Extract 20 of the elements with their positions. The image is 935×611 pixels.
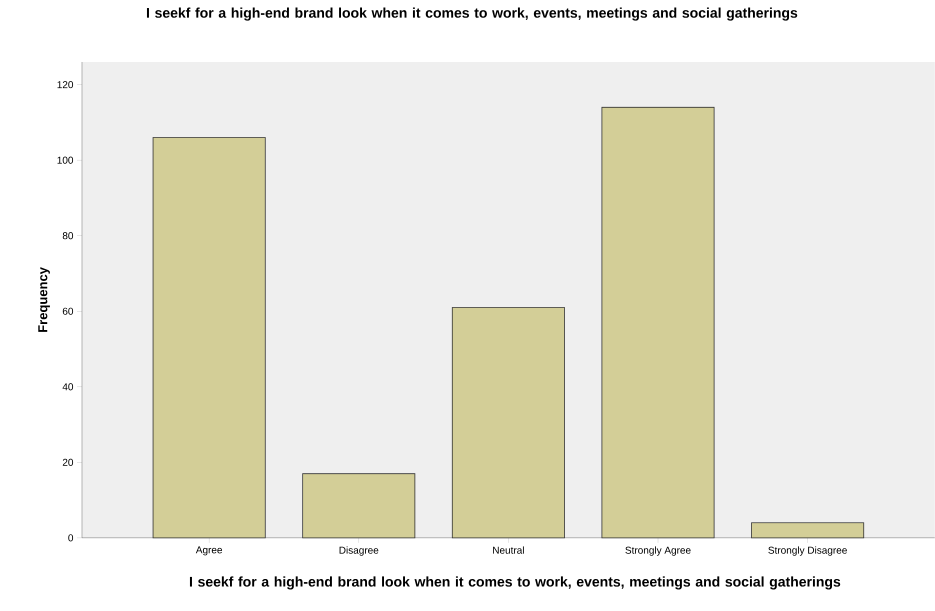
- x-tick-label: Agree: [196, 546, 222, 556]
- y-tick-label: 20: [62, 458, 74, 466]
- y-tick-label: 80: [62, 232, 74, 240]
- y-tick-label: 40: [62, 383, 74, 390]
- y-axis-title: Frequency: [38, 267, 50, 332]
- y-tick-label: 0: [68, 534, 74, 542]
- x-axis-title: I seekf for a high-end brand look when it comes to work, events, meetings and social gatherings: [190, 576, 840, 590]
- x-tick-label: Neutral: [493, 546, 524, 554]
- y-tick-label: 120: [58, 81, 74, 88]
- bar: [152, 137, 266, 538]
- x-tick-label: Disagree: [340, 546, 378, 556]
- chart-title: I seekf for a high-end brand look when it comes to work, events, meetings and social gatherings: [146, 8, 798, 21]
- x-tick-label: Strongly Disagree: [768, 546, 847, 556]
- y-tick-label: 60: [62, 308, 74, 315]
- bar: [452, 307, 565, 538]
- y-tick-label: 100: [58, 156, 74, 164]
- bar: [302, 473, 416, 538]
- x-tick-label: Strongly Agree: [625, 546, 691, 556]
- bar: [751, 522, 864, 538]
- bar: [602, 106, 715, 538]
